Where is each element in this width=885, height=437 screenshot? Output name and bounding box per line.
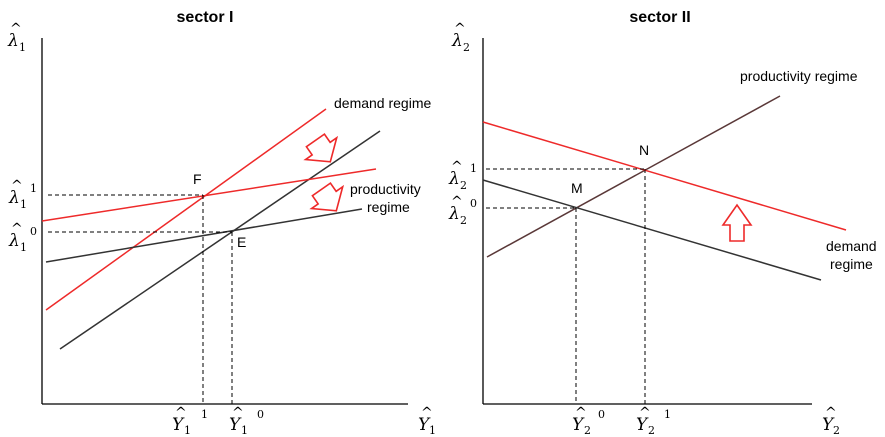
svg-text:1: 1 (20, 241, 27, 254)
svg-text:1: 1 (20, 198, 27, 211)
svg-text:^: ^ (175, 405, 187, 421)
tick-Y2-1: Y ^ 2 1 (636, 405, 671, 437)
x-axis-label: Y ^ 2 (822, 405, 840, 437)
panel-title: sector II (629, 9, 690, 26)
label-demand-regime: demand regime (334, 95, 431, 111)
productivity-regime-line-shifted (41, 168, 377, 222)
svg-text:2: 2 (833, 424, 840, 437)
svg-text:Y: Y (418, 415, 431, 435)
productivity-regime-line (486, 95, 781, 258)
svg-text:0: 0 (257, 408, 264, 421)
x-axis-label: Y ^ 1 (418, 405, 436, 437)
shift-arrow-icon (303, 133, 339, 163)
svg-text:^: ^ (11, 221, 23, 237)
svg-text:1: 1 (429, 424, 436, 437)
shift-arrow-icon (309, 182, 345, 212)
label-productivity-regime-2: regime (367, 199, 410, 215)
point-M: M (571, 180, 583, 196)
demand-regime-line-shifted (45, 108, 327, 311)
svg-text:^: ^ (825, 405, 837, 421)
svg-text:2: 2 (460, 214, 467, 227)
tick-Y1-0: Y ^ 1 0 (229, 405, 264, 437)
point-E: E (237, 234, 246, 250)
svg-text:1: 1 (241, 424, 248, 437)
svg-text:1: 1 (19, 41, 26, 54)
y-axis-label: λ ^ 2 (451, 21, 470, 54)
svg-text:1: 1 (664, 408, 671, 421)
svg-text:0: 0 (470, 197, 477, 210)
svg-text:^: ^ (10, 21, 22, 37)
svg-text:Y: Y (229, 415, 242, 435)
svg-text:1: 1 (201, 408, 208, 421)
tick-Y2-0: Y ^ 2 0 (572, 405, 605, 437)
point-N: N (639, 142, 649, 158)
svg-text:1: 1 (30, 182, 37, 195)
tick-lambda2-1: λ ^ 2 1 (448, 159, 477, 192)
svg-text:Y: Y (822, 415, 835, 435)
svg-text:^: ^ (451, 159, 463, 175)
label-demand-regime-2: regime (830, 256, 873, 272)
demand-regime-line-shifted (482, 121, 847, 231)
panel-sector-1: sector I λ ^ 1 Y ^ 1 F E demand regime (7, 9, 436, 437)
svg-text:2: 2 (648, 424, 655, 437)
svg-text:λ: λ (7, 31, 19, 51)
svg-text:Y: Y (172, 415, 185, 435)
demand-regime-line-original (59, 130, 381, 350)
shift-arrow-icon (721, 203, 753, 242)
svg-text:^: ^ (11, 178, 23, 194)
svg-text:Y: Y (572, 415, 585, 435)
svg-text:2: 2 (584, 424, 591, 437)
panel-sector-2: sector II λ ^ 2 Y ^ 2 N M productivity r… (448, 9, 877, 437)
label-productivity-regime-1: productivity (350, 181, 421, 197)
tick-Y1-1: Y ^ 1 1 (172, 405, 208, 437)
svg-text:λ: λ (8, 188, 20, 208)
label-demand-regime-1: demand (826, 238, 877, 254)
svg-text:λ: λ (451, 31, 463, 51)
demand-regime-line-original (482, 179, 822, 281)
tick-lambda2-0: λ ^ 2 0 (448, 194, 477, 227)
svg-text:^: ^ (451, 194, 463, 210)
svg-text:2: 2 (463, 41, 470, 54)
tick-lambda1-1: λ ^ 1 1 (8, 178, 37, 211)
svg-text:λ: λ (8, 231, 20, 251)
svg-text:^: ^ (454, 21, 466, 37)
svg-text:^: ^ (575, 405, 587, 421)
panel-title: sector I (177, 9, 234, 26)
svg-text:^: ^ (639, 405, 651, 421)
svg-text:1: 1 (184, 424, 191, 437)
tick-lambda1-0: λ ^ 1 0 (8, 221, 37, 254)
svg-text:2: 2 (460, 179, 467, 192)
svg-text:λ: λ (448, 204, 460, 224)
svg-text:^: ^ (421, 405, 433, 421)
svg-text:^: ^ (232, 405, 244, 421)
svg-text:1: 1 (470, 162, 477, 175)
y-axis-label: λ ^ 1 (7, 21, 26, 54)
productivity-regime-line-original (45, 208, 363, 263)
svg-text:λ: λ (448, 169, 460, 189)
label-productivity-regime: productivity regime (740, 68, 858, 84)
svg-text:Y: Y (636, 415, 649, 435)
svg-text:0: 0 (30, 225, 37, 238)
svg-text:0: 0 (598, 408, 605, 421)
point-F: F (193, 171, 202, 187)
